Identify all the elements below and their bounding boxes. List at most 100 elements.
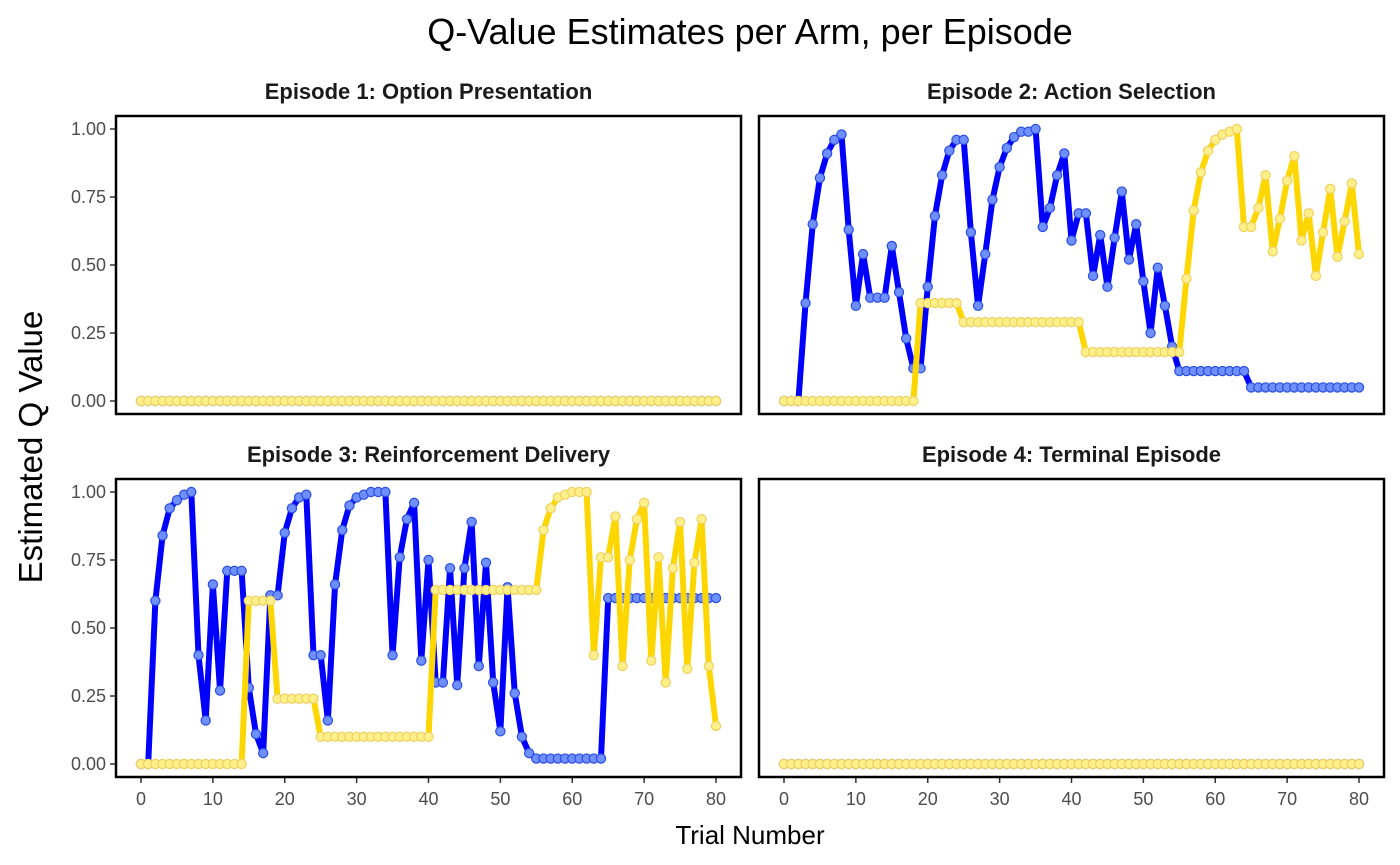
gold-point	[610, 511, 621, 522]
blue-point	[480, 557, 492, 568]
y-tick-label: 0.75	[71, 550, 106, 570]
blue-point	[1080, 208, 1092, 219]
blue-point	[1095, 229, 1106, 241]
blue-point	[286, 503, 298, 514]
gold-point	[545, 503, 556, 514]
panel-title: Episode 1: Option Presentation	[265, 79, 593, 104]
gold-point	[1325, 183, 1336, 195]
blue-point	[1353, 382, 1365, 393]
x-tick-label: 30	[990, 789, 1010, 809]
blue-point	[857, 248, 869, 260]
gold-point	[1353, 758, 1365, 770]
gold-point	[710, 395, 722, 407]
gold-series-line	[781, 126, 1362, 404]
gold-point	[1332, 251, 1343, 263]
blue-point	[800, 297, 811, 309]
blue-point	[893, 287, 905, 298]
blue-point	[1152, 262, 1163, 273]
blue-point	[1109, 232, 1120, 243]
gold-point	[423, 731, 434, 743]
gold-point	[1289, 150, 1300, 162]
x-tick-label: 0	[779, 789, 789, 809]
blue-point	[257, 747, 269, 759]
blue-point	[980, 248, 991, 260]
panel-4: Episode 4: Terminal Episode 0 10 20 30 40 50 60…	[757, 442, 1386, 809]
gold-point	[1281, 175, 1293, 186]
blue-point	[193, 650, 204, 661]
gold-point	[1339, 216, 1350, 227]
panel-3: Episode 3: Reinforcement Delivery 0.00 0.2…	[71, 442, 743, 809]
x-tick-label: 20	[918, 789, 938, 809]
gold-point	[667, 562, 679, 574]
gold-point	[689, 557, 700, 568]
y-tick-label: 1.00	[71, 119, 106, 139]
blue-point	[150, 595, 161, 607]
gold-point	[538, 524, 549, 536]
blue-point	[843, 224, 854, 235]
gold-point	[1195, 167, 1207, 178]
blue-point	[1051, 170, 1063, 181]
x-tick-label: 50	[490, 789, 510, 809]
gold-point	[682, 663, 693, 675]
blue-point	[214, 685, 226, 696]
blue-point	[1008, 131, 1020, 143]
blue-point	[944, 145, 955, 156]
blue-point	[509, 688, 520, 699]
gold-point	[1202, 145, 1214, 156]
blue-point	[164, 503, 175, 514]
blue-point	[595, 753, 607, 764]
blue-point	[416, 655, 427, 666]
blue-point	[821, 148, 833, 159]
blue-point	[1087, 270, 1099, 282]
blue-point	[495, 726, 506, 737]
blue-series-line	[781, 126, 1362, 404]
gold-point	[1296, 235, 1307, 246]
x-tick-label: 30	[347, 789, 367, 809]
gold-point	[674, 516, 686, 528]
panel-title: Episode 4: Terminal Episode	[922, 442, 1221, 467]
gold-point	[653, 552, 664, 563]
blue-point	[1059, 148, 1070, 159]
blue-point	[329, 579, 341, 590]
gold-point	[308, 693, 319, 704]
blue-point	[1044, 202, 1056, 214]
gold-point	[617, 660, 628, 672]
gold-point	[602, 552, 614, 563]
x-tick-label: 60	[562, 789, 582, 809]
blue-point	[829, 134, 840, 146]
blue-point	[965, 227, 977, 238]
y-tick-label: 0.25	[71, 323, 106, 343]
gold-point	[1188, 205, 1199, 216]
gold-point	[1267, 246, 1278, 257]
blue-point	[207, 579, 219, 590]
blue-point	[473, 660, 485, 672]
blue-point	[171, 494, 183, 506]
gold-point	[703, 660, 715, 672]
panel-border	[757, 477, 1386, 779]
blue-point	[344, 500, 355, 511]
gold-point	[265, 595, 276, 607]
blue-point	[1037, 221, 1048, 233]
y-tick-label: 1.00	[71, 482, 106, 502]
blue-point	[250, 728, 262, 740]
blue-point	[936, 170, 948, 181]
blue-point	[452, 679, 463, 691]
gold-point	[1317, 227, 1329, 238]
blue-point	[972, 300, 984, 311]
blue-point	[987, 194, 998, 205]
y-tick-label: 0.00	[71, 754, 106, 774]
y-axis-title: Estimated Q Value	[12, 311, 49, 584]
gold-point	[696, 514, 707, 525]
gold-point	[1303, 208, 1314, 219]
y-tick-label: 0.25	[71, 686, 106, 706]
panel-title: Episode 3: Reinforcement Delivery	[247, 442, 611, 467]
x-tick-label: 70	[634, 789, 654, 809]
gold-point	[1274, 213, 1286, 224]
blue-point	[423, 554, 434, 566]
blue-point	[301, 489, 312, 500]
gold-point	[1346, 178, 1358, 189]
gold-point	[588, 650, 600, 661]
y-tick-label: 0.50	[71, 618, 106, 638]
x-tick-label: 70	[1277, 789, 1297, 809]
gold-point	[908, 395, 919, 407]
